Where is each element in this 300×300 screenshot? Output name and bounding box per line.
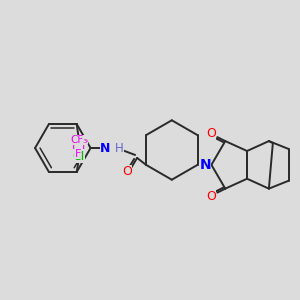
Text: Cl: Cl [73,150,85,163]
Text: F: F [71,141,78,151]
Text: N: N [200,158,211,172]
Text: CF₃: CF₃ [70,135,87,145]
Text: O: O [206,190,216,203]
Text: O: O [206,127,216,140]
Text: F: F [74,149,81,159]
Text: O: O [122,165,132,178]
Text: H: H [115,142,124,154]
Text: F: F [81,141,88,151]
Text: N: N [100,142,110,154]
